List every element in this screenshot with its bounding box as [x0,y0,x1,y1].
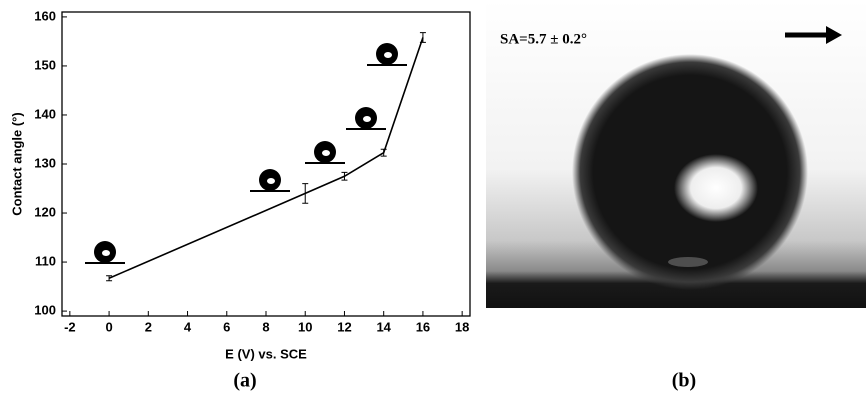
x-tick-label: 8 [262,319,269,334]
icon-highlight [102,250,110,256]
error-bar [419,32,426,43]
error-bar [106,275,113,282]
y-tick-label: 140 [34,106,56,121]
y-tick-label: 160 [34,8,56,23]
icon-highlight [363,116,371,122]
arrow-head [826,26,842,44]
y-tick-label: 120 [34,204,56,219]
error-bar [302,183,309,204]
panel-label: (a) [233,370,256,392]
highlight [674,154,758,222]
photo: SA=5.7 ± 0.2° [486,0,866,308]
plot: -2 0 2 4 6 8 10 12 14 16 18 100 110 120 130 140 150 160 E … [9,8,471,361]
x-tick-label: 0 [105,319,112,334]
x-tick-label: 12 [337,319,351,334]
icon-highlight [384,52,392,58]
icon-highlight [322,150,330,156]
x-tick-label: 2 [145,319,152,334]
y-tick-label: 150 [34,57,56,72]
x-axis-label: E (V) vs. SCE [225,346,307,361]
annotation: SA=5.7 ± 0.2° [500,31,587,47]
y-tick-label: 100 [34,303,56,318]
panel-label: (b) [672,370,696,392]
reflection [668,257,708,267]
plot-frame [61,11,471,317]
icon-highlight [267,178,275,184]
x-tick-label: 14 [376,319,391,334]
x-tick-label: 6 [223,319,230,334]
x-tick-label: 10 [298,319,312,334]
y-tick-label: 130 [34,155,56,170]
line [108,37,424,279]
x-tick-label: -2 [64,319,76,334]
error-bar [341,171,348,181]
y-axis-label: Contact angle (°) [9,112,24,215]
error-bar [380,148,387,157]
x-tick-label: 18 [455,319,469,334]
y-tick-label: 110 [35,254,56,269]
x-tick-label: 4 [184,319,192,334]
x-tick-label: 16 [416,319,430,334]
